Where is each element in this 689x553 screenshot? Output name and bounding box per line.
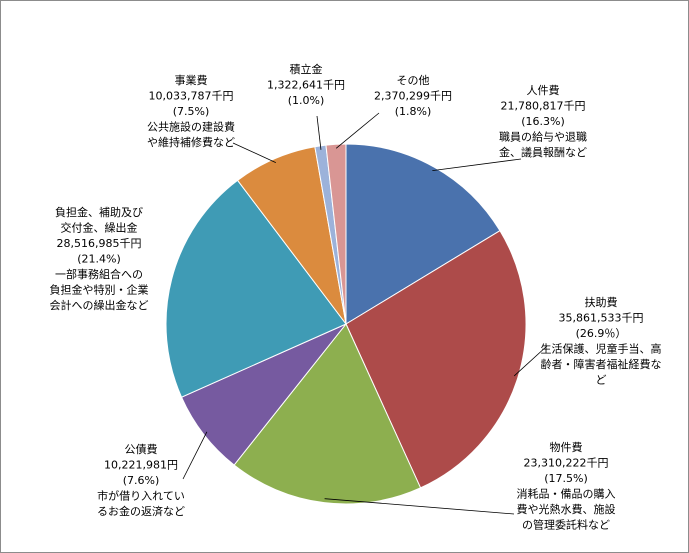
leader-line <box>182 431 208 480</box>
pie-slice <box>325 143 347 325</box>
pie-slice <box>165 179 347 398</box>
slice-label-line: 齢者・障害者福祉経費な <box>541 357 662 371</box>
slice-label-line: 21,780,817千円 <box>501 100 586 113</box>
slice-label-line: の管理委託料など <box>522 518 610 532</box>
slice-label-line: 人件費 <box>527 83 560 97</box>
slice-label-line: 10,033,787千円 <box>149 90 234 103</box>
slice-label-line: ど <box>596 374 607 387</box>
slice-label: その他 2,370,299千円 (1.8%) <box>374 74 452 118</box>
slice-label: 事業費 10,033,787千円 (7.5%) 公共施設の建設費や維持補修費など <box>147 73 235 149</box>
slice-label: 公債費 10,221,981円 (7.6%) 市が借り入れているお金の返済など <box>97 442 185 518</box>
pie-slice <box>345 143 501 325</box>
slice-label-line: (17.5%) <box>544 472 588 485</box>
slice-label-line: や維持補修費など <box>147 135 235 149</box>
slice-label-line: (1.8%) <box>395 105 432 118</box>
slice-label-line: 職員の給与や退職 <box>499 130 587 144</box>
leader-line <box>335 112 380 149</box>
slice-label-line: 35,861,533千円 <box>559 312 644 325</box>
slice-label-line: 扶助費 <box>585 295 618 309</box>
slice-label-line: 事業費 <box>175 73 208 87</box>
leader-line <box>513 345 548 377</box>
slice-label: 負担金、補助及び交付金、繰出金 28,516,985千円 (21.4%)一部事務組合… <box>50 205 149 312</box>
pie-slice <box>345 229 527 489</box>
slice-label-line: (21.4%) <box>77 253 121 266</box>
slice-label-line: 2,370,299千円 <box>374 90 452 103</box>
slice-label-line: (26.9％） <box>576 327 627 340</box>
leader-line <box>324 498 515 515</box>
slice-label: 人件費 21,780,817千円 (16.3%) 職員の給与や退職金、議員報酬など <box>499 83 587 159</box>
slice-label-line: 積立金 <box>290 62 323 76</box>
slice-label-line: 交付金、繰出金 <box>61 221 138 235</box>
leader-line <box>232 142 276 163</box>
slice-label-line: (16.3%) <box>521 115 565 128</box>
slice-label-line: 10,221,981円 <box>104 459 178 472</box>
leader-line <box>316 115 322 150</box>
slice-label: 物件費 23,310,222千円 (17.5%) 消耗品・備品の購入費や光熱水費、施設… <box>517 440 616 532</box>
slice-label-line: 生活保護、児童手当、高 <box>541 342 662 356</box>
leader-lines <box>182 112 548 515</box>
slice-label-line: 公共施設の建設費 <box>147 120 235 134</box>
slice-label-line: 23,310,222千円 <box>524 457 609 470</box>
slice-label-line: 負担金、補助及び <box>55 205 143 219</box>
slice-label-line: 会計への繰出金など <box>50 298 149 312</box>
pie-slices <box>165 143 527 505</box>
slice-label: 積立金 1,322,641千円 (1.0%) <box>267 62 345 107</box>
slice-label-line: 1,322,641千円 <box>267 79 345 92</box>
slice-label-line: 費や光熱水費、施設 <box>517 502 616 516</box>
slice-label-line: その他 <box>397 74 430 87</box>
slice-label-line: 28,516,985千円 <box>57 237 142 250</box>
slice-label-line: 負担金や特別・企業 <box>50 283 149 297</box>
slice-label-line: (7.5%) <box>173 105 210 118</box>
slice-label-line: 一部事務組合への <box>55 267 143 281</box>
slice-labels: 人件費 21,780,817千円 (16.3%) 職員の給与や退職金、議員報酬など扶助… <box>50 62 662 532</box>
pie-slice <box>233 323 422 505</box>
slice-label-line: 消耗品・備品の購入 <box>517 487 616 501</box>
slice-label-line: るお金の返済など <box>97 504 185 518</box>
slice-label: 扶助費 35,861,533千円 (26.9％） 生活保護、児童手当、高齢者・障害者福… <box>541 295 662 387</box>
leader-line <box>432 158 522 172</box>
slice-label-line: (1.0%) <box>288 94 325 107</box>
slice-label-line: 市が借り入れてい <box>97 489 185 503</box>
slice-label-line: 公債費 <box>125 442 158 456</box>
slice-label-line: (7.6%) <box>123 474 160 487</box>
slice-label-line: 物件費 <box>550 440 583 454</box>
slice-label-line: 金、議員報酬など <box>499 145 587 159</box>
